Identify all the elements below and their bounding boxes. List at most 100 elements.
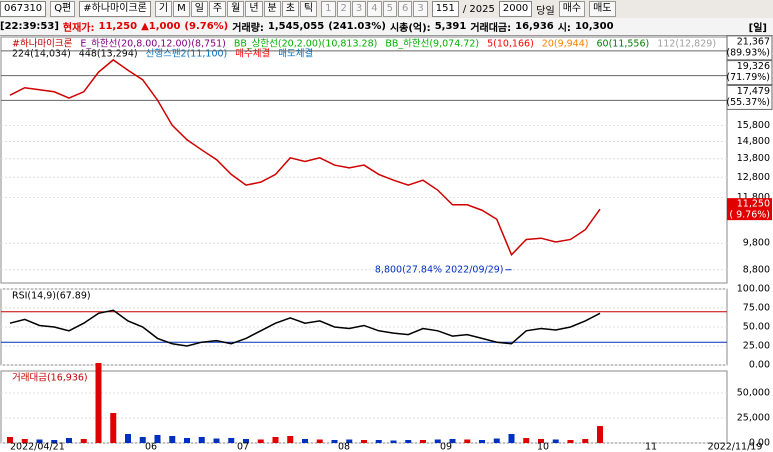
volume-bar: [184, 438, 190, 443]
x-tick-label: 09: [440, 442, 452, 452]
legend-entry: 선행스팬2(11,100): [146, 48, 228, 60]
volume-bar: [331, 440, 338, 443]
step[interactable]: 5: [382, 1, 397, 17]
period-button[interactable]: 기: [154, 1, 173, 17]
low-label: 8,800(27.84% 2022/09/29): [375, 264, 504, 275]
y-tick-label: 25.00: [743, 341, 770, 352]
legend-entry: BB_하한선(9,074.72): [385, 38, 479, 50]
count[interactable]: 151: [431, 1, 459, 17]
panel: [0, 370, 728, 444]
label: 거래량:: [232, 23, 264, 34]
code-input[interactable]: 067310: [0, 1, 47, 17]
volume-bar: [597, 426, 603, 443]
period-button[interactable]: 월: [227, 1, 245, 17]
y-tick-label: 11,800: [737, 192, 770, 203]
volume-bar: [434, 439, 441, 443]
amount[interactable]: 2000: [498, 1, 533, 17]
level-pct: (55.37%): [726, 97, 770, 108]
volume-bar: [449, 439, 456, 443]
legend-entry: 112(12,829): [657, 39, 716, 50]
period-button[interactable]: 주: [208, 1, 227, 17]
y-tick-label: 75.00: [743, 303, 770, 314]
current-tag: [727, 198, 772, 221]
x-tick-label: 10: [537, 442, 549, 452]
volume-bar: [51, 440, 58, 443]
step[interactable]: 1: [321, 1, 336, 17]
search[interactable]: Q편: [50, 1, 76, 17]
step[interactable]: 3: [351, 1, 367, 17]
sell[interactable]: 매도: [589, 1, 616, 17]
volume-bar: [523, 438, 530, 443]
volume-bar: [21, 439, 28, 443]
value: 16,936: [515, 21, 554, 32]
stock-name[interactable]: #하나마이크론: [79, 1, 151, 17]
label: 현재가:: [62, 23, 95, 34]
period: [일]: [748, 23, 767, 34]
level-pct: (89.93%): [726, 47, 770, 58]
buy[interactable]: 매수: [558, 1, 586, 17]
legend-entry: #하나마이크론: [12, 38, 73, 50]
step[interactable]: 6: [398, 1, 413, 17]
y-tick-label: 13,800: [737, 153, 770, 164]
period-button[interactable]: 초: [281, 1, 299, 17]
volume-bar: [66, 438, 72, 443]
legend-entry: 224(14,034): [12, 49, 71, 60]
today[interactable]: 당일: [536, 5, 555, 17]
volume-bar: [257, 439, 264, 443]
level-tag: [726, 84, 773, 110]
volume-bar: [493, 438, 500, 443]
volume-bar: [243, 439, 249, 443]
y-tick-label: 9,800: [743, 238, 770, 249]
legend-entry: 20(9,944): [542, 39, 589, 50]
series-line: [9, 309, 601, 347]
level-tag: [726, 35, 773, 61]
value: (241.03%): [328, 21, 386, 32]
legend-entry: BB_상한선(20,2.00)(10,813.28): [234, 39, 377, 50]
volume-bar: [375, 440, 382, 443]
volume-bar: [110, 413, 117, 443]
value: ▲1,000: [141, 21, 181, 32]
label: 시:: [557, 23, 571, 34]
volume-bar: [552, 439, 559, 443]
step[interactable]: 2: [336, 1, 351, 17]
volume-bar: [169, 436, 176, 443]
y-tick-label: 0.00: [749, 360, 770, 371]
step[interactable]: 3: [413, 1, 428, 17]
period-button[interactable]: 틱: [299, 1, 318, 17]
series-line: [9, 58, 601, 257]
period-button[interactable]: 분: [263, 1, 281, 17]
x-tick-label: 06: [145, 442, 157, 452]
level-tag: [726, 60, 773, 86]
volume-bar: [95, 363, 102, 443]
volume-bar: [7, 437, 13, 443]
x-tick-label: 2022/04/21: [10, 442, 65, 452]
value: 1,545,055: [267, 21, 325, 32]
step[interactable]: 4: [367, 1, 382, 17]
y-tick-label: 50.00: [743, 322, 770, 333]
label: 시총(억):: [389, 23, 431, 34]
period-button[interactable]: 일: [190, 1, 208, 17]
x-tick-label: 11: [645, 442, 657, 452]
current-pct: ( 9.76%): [729, 210, 770, 221]
y-tick-label: 14,800: [737, 136, 770, 147]
volume-bar: [361, 440, 367, 443]
legend-entry: RSI(14,9)(67.89): [12, 291, 91, 302]
level-label: 21,367: [737, 36, 770, 47]
legend-entry: 448(13,294): [79, 49, 138, 60]
volume-bar: [125, 434, 131, 443]
volume-bar: [302, 439, 308, 443]
volume-bar: [567, 440, 574, 443]
label: 거래대금:: [470, 23, 512, 34]
legend-entry: 매수체결: [235, 49, 270, 60]
period-button[interactable]: M: [173, 1, 190, 17]
volume-bar: [582, 439, 589, 443]
value: 11,250: [98, 21, 138, 32]
total: / 2025: [462, 3, 495, 15]
volume-bar: [139, 437, 146, 443]
x-tick-label: 2022/11/19: [708, 442, 763, 452]
value: (9.76%): [184, 21, 229, 32]
period-button[interactable]: 년: [245, 1, 263, 17]
